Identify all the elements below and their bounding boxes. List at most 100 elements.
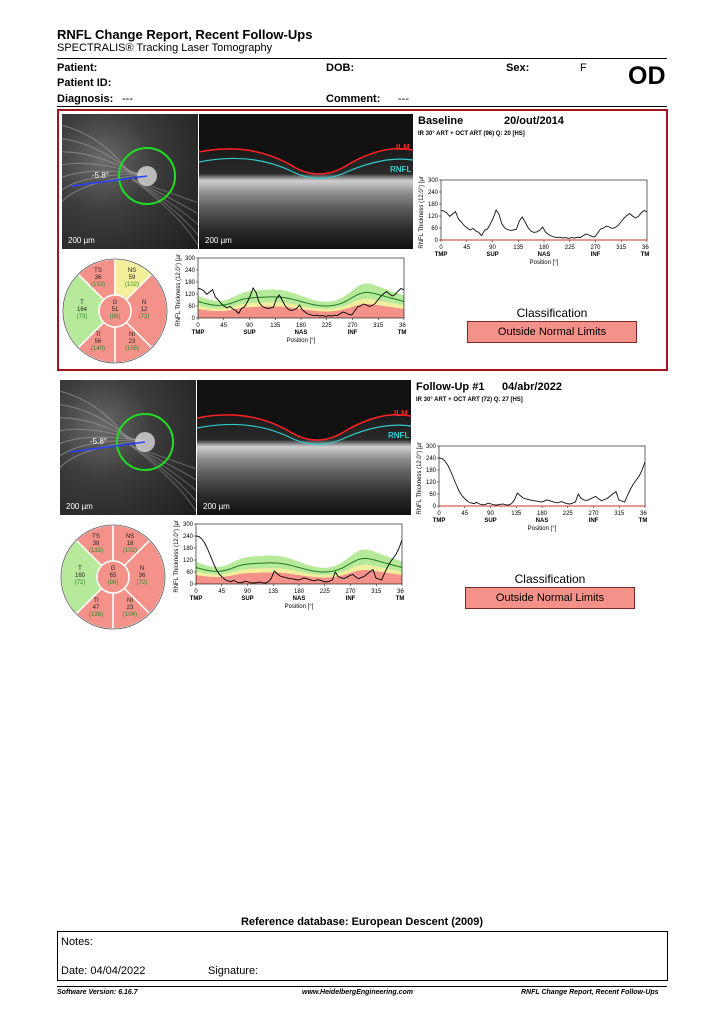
retina-layers <box>199 148 413 249</box>
y-tick-label: 180 <box>185 280 196 286</box>
y-tick-label: 60 <box>429 492 436 498</box>
vessel <box>129 444 196 502</box>
y-axis-label: RNFL Thickness (12.0°) [µm] <box>174 520 180 593</box>
sector-label-n: N <box>140 566 144 572</box>
y-tick-label: 240 <box>185 268 196 274</box>
sector-outline <box>60 524 166 630</box>
sector-normal-ti: (138) <box>89 612 103 618</box>
sector-value-ni: 23 <box>129 339 136 345</box>
y-tick-label: 300 <box>428 178 439 184</box>
dob-label: DOB: <box>326 62 355 74</box>
sector-normal-ns: (102) <box>125 282 139 288</box>
normal-mean-line <box>197 291 405 307</box>
sector-normal-ni: (105) <box>125 346 139 352</box>
sector-value-g: 51 <box>112 307 119 313</box>
sector-value-t: 160 <box>75 573 86 579</box>
x-tick-label: 45 <box>218 589 225 595</box>
y-tick-label: 120 <box>185 292 196 298</box>
x-axis-label: Position [°] <box>530 260 559 266</box>
rnfl-label: RNFL <box>388 431 409 440</box>
sector-tick-label: NAS <box>293 596 306 602</box>
x-tick-label: 360 <box>640 511 647 517</box>
sector-label-t: T <box>78 566 82 572</box>
x-tick-label: 0 <box>439 245 443 251</box>
x-tick-label: 315 <box>373 323 384 329</box>
eye-indicator: OD <box>628 62 666 90</box>
sector-tick-label: SUP <box>486 252 498 258</box>
y-tick-label: 180 <box>183 546 194 552</box>
x-tick-label: 45 <box>463 245 470 251</box>
x-tick-label: 135 <box>270 323 281 329</box>
follow-up-panel: -5.8° 200 µm ILM RNFL 200 µm TS 38 (133) NS 18 (10… <box>57 377 668 635</box>
fundus-image: -5.8° 200 µm <box>62 114 198 249</box>
sector-tick-label: TMP <box>192 330 205 336</box>
reference-database: Reference database: European Descent (20… <box>240 916 484 928</box>
sector-tick-label: INF <box>348 330 358 336</box>
sector-label-ti: TI <box>95 332 101 338</box>
date-label: Date: 04/04/2022 <box>61 965 146 977</box>
sector-normal-ns: (102) <box>123 548 137 554</box>
sector-label-ti: TI <box>93 598 99 604</box>
sex-label: Sex: <box>506 62 530 74</box>
sector-tick-label: NAS <box>538 252 551 258</box>
x-tick-label: 180 <box>296 323 307 329</box>
sector-normal-ts: (133) <box>91 282 105 288</box>
scan-direction-line <box>69 441 146 453</box>
ilm-line <box>197 413 411 441</box>
classification-label: Classification <box>514 572 586 586</box>
sector-tick-label: INF <box>346 596 356 602</box>
x-tick-label: 360 <box>397 589 404 595</box>
sector-label-ts: TS <box>92 534 100 540</box>
oct-scale-label: 200 µm <box>205 236 232 245</box>
visit-name: Follow-Up #1 <box>416 381 485 393</box>
x-tick-label: 270 <box>588 511 599 517</box>
sector-tick-label: NAS <box>536 518 549 524</box>
sector-label-g: G <box>111 566 116 572</box>
x-tick-label: 135 <box>268 589 279 595</box>
vessel <box>131 178 198 236</box>
sector-value-n: 12 <box>141 307 148 313</box>
sector-label-ns: NS <box>128 268 136 274</box>
sector-value-t: 164 <box>77 307 88 313</box>
oct-graphic: ILM RNFL <box>197 409 411 515</box>
thickness-profile-line <box>440 209 648 239</box>
vessel <box>60 404 132 441</box>
thickness-profile-chart: 06012018024030004590135180225270315360TM… <box>419 176 649 266</box>
y-tick-label: 240 <box>428 190 439 196</box>
sector-label-ns: NS <box>126 534 134 540</box>
oct-scale-label: 200 µm <box>203 502 230 511</box>
x-tick-label: 180 <box>294 589 305 595</box>
oct-bscan-image: ILM RNFL 200 µm <box>197 380 411 515</box>
sector-tick-label: INF <box>591 252 601 258</box>
x-tick-label: 0 <box>196 323 200 329</box>
sector-normal-ts: (133) <box>89 548 103 554</box>
sector-value-ti: 47 <box>93 605 100 611</box>
vessel <box>129 444 196 513</box>
sector-value-g: 65 <box>110 573 117 579</box>
sector-tick-label: NAS <box>295 330 308 336</box>
vessel <box>60 439 147 469</box>
vessel <box>62 138 134 175</box>
x-tick-label: 360 <box>642 245 649 251</box>
website: www.HeidelbergEngineering.com <box>302 989 413 996</box>
software-version: Software Version: 6.16.7 <box>57 989 138 996</box>
sector-tick-label: TMP <box>435 252 448 258</box>
y-tick-label: 0 <box>190 582 194 588</box>
ilm-line <box>199 147 413 175</box>
report-subtitle: SPECTRALIS® Tracking Laser Tomography <box>57 42 273 54</box>
x-tick-label: 90 <box>246 323 253 329</box>
sector-normal-n: (72) <box>139 314 150 320</box>
vessel <box>60 417 135 441</box>
scan-angle-label: -5.8° <box>90 437 107 446</box>
y-axis-label: RNFL Thickness (12.0°) [µm] <box>176 254 182 327</box>
thickness-profile-line <box>197 287 405 317</box>
sector-g <box>98 294 132 328</box>
vessel <box>62 162 140 175</box>
scan-angle-label: -5.8° <box>92 171 109 180</box>
plot-frame <box>438 445 646 507</box>
x-tick-label: 225 <box>320 589 331 595</box>
vessel <box>62 173 149 203</box>
sector-label-ts: TS <box>94 268 102 274</box>
sector-normal-g: (96) <box>108 580 119 586</box>
sector-normal-t: (72) <box>75 580 86 586</box>
